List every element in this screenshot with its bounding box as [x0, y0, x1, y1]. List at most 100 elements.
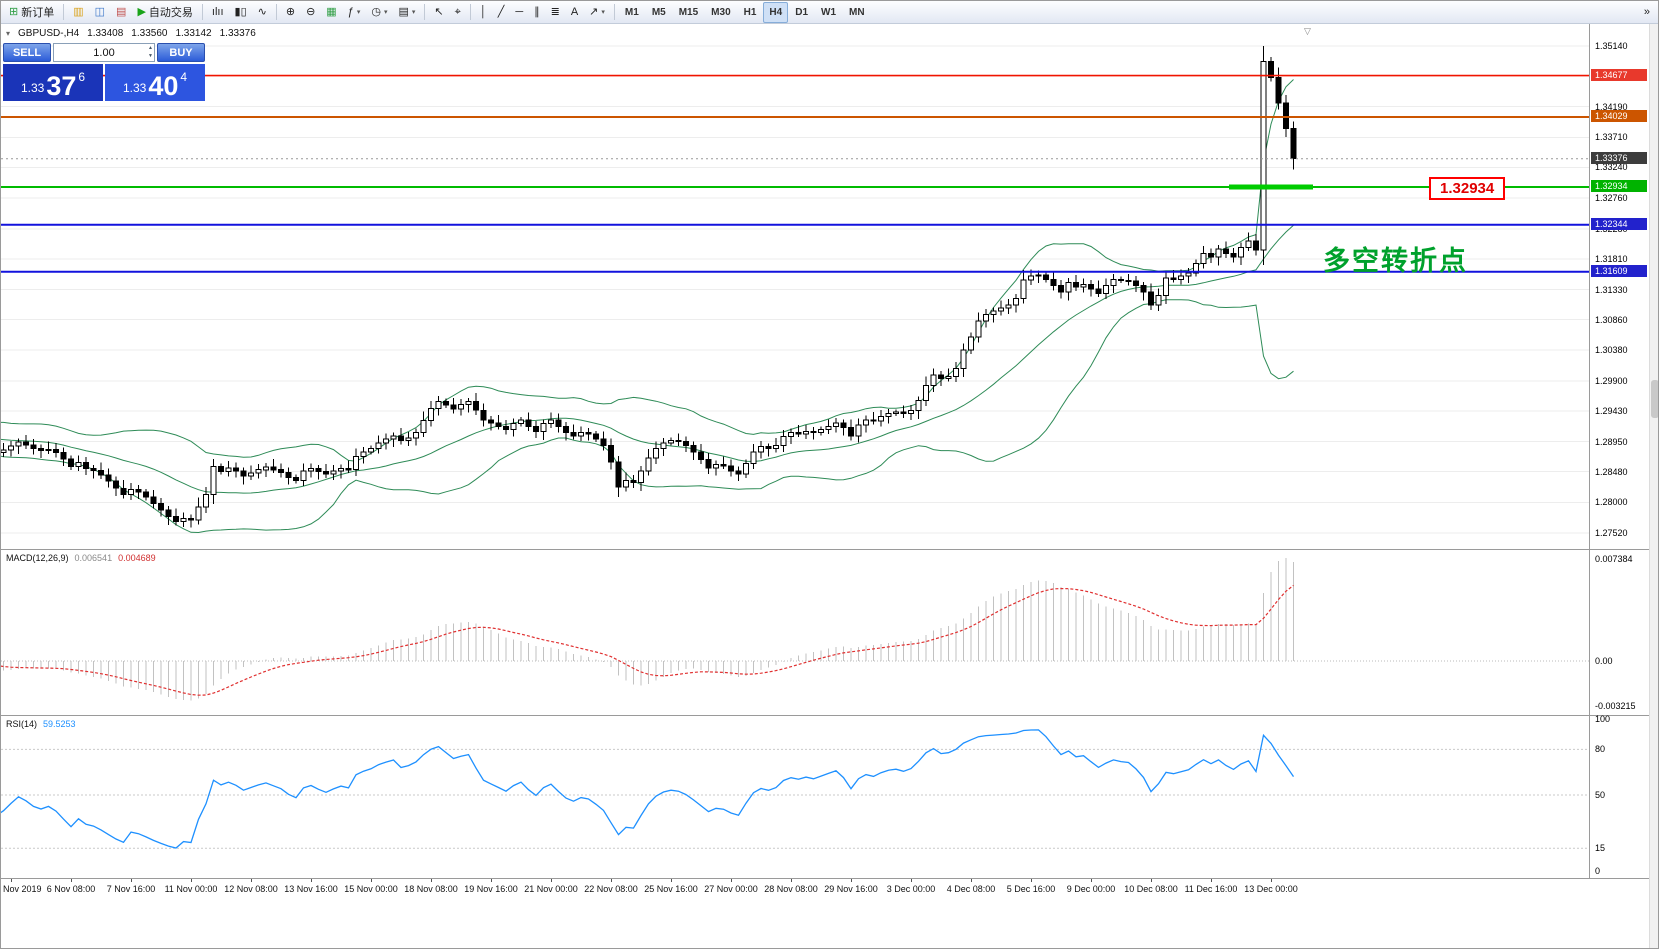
timeframe-mn-button[interactable]: MN: [843, 2, 871, 23]
vertical-line-icon: │: [479, 5, 487, 18]
time-axis-tick: [1211, 879, 1212, 882]
time-axis-label: 3 Dec 00:00: [886, 884, 936, 894]
timeframe-h4-button[interactable]: H4: [763, 1, 789, 23]
line-chart-icon: ∿: [257, 5, 267, 18]
cursor-button[interactable]: ↖: [429, 2, 448, 23]
price-level-flag[interactable]: 1.32934: [1429, 177, 1506, 200]
buy-price[interactable]: 1.33 40 4: [105, 64, 205, 101]
time-axis-tick: [131, 879, 132, 882]
sell-price[interactable]: 1.33 37 6: [3, 64, 103, 101]
fibonacci-retracement-button[interactable]: ≣: [546, 2, 565, 23]
volume-up-icon[interactable]: ▲: [148, 45, 153, 51]
scrollbar-thumb[interactable]: [1651, 380, 1658, 418]
market-watch-button[interactable]: ◫: [90, 2, 110, 23]
time-axis-label: 7 Nov 16:00: [106, 884, 156, 894]
charts-icon: ▥: [73, 5, 84, 18]
crosshair-button[interactable]: ⌖: [450, 2, 466, 23]
timeframe-m30-button-label: M30: [711, 6, 731, 18]
arrows-button[interactable]: ↗ ▾: [584, 2, 610, 23]
quick-trade-toggle-icon[interactable]: ▾: [6, 29, 11, 38]
time-axis-tick: [431, 879, 432, 882]
charts-button[interactable]: ▥: [68, 2, 88, 23]
time-axis-tick: [611, 879, 612, 882]
price-axis[interactable]: 1.351401.341901.337101.332401.327601.322…: [1591, 23, 1648, 879]
time-axis-tick: [1151, 879, 1152, 882]
rsi-axis-label: 50: [1595, 790, 1606, 800]
text-label-button[interactable]: A: [566, 2, 583, 23]
candlestick-chart-canvas[interactable]: [1, 24, 1589, 548]
horizontal-line-button[interactable]: ─: [510, 2, 528, 23]
toolbar-overflow-icon: »: [1643, 5, 1650, 18]
price-axis-label: 1.33710: [1595, 132, 1628, 143]
macd-axis-label: -0.003215: [1595, 700, 1636, 711]
caret-down-icon: ▾: [383, 9, 388, 16]
chart-shift-marker[interactable]: ▽: [1304, 26, 1311, 36]
indicators-button[interactable]: ƒ ▾: [343, 2, 366, 23]
time-axis-tick: [671, 879, 672, 882]
time-axis-tick: [911, 879, 912, 882]
zoom-out-button[interactable]: ⊖: [301, 2, 320, 23]
zoom-in-button[interactable]: ⊕: [281, 2, 300, 23]
equidistant-channel-button[interactable]: ∥: [529, 2, 545, 23]
new-order-button-label: 新订单: [21, 7, 55, 19]
timeframe-m30-button[interactable]: M30: [705, 2, 736, 23]
macd-panel[interactable]: [1, 550, 1589, 714]
time-axis-tick: [1031, 879, 1032, 882]
autotrading-button[interactable]: ▶ 自动交易: [132, 2, 197, 23]
new-order-button[interactable]: ⊞ 新订单: [4, 2, 59, 23]
time-axis-tick: [971, 879, 972, 882]
rsi-name: RSI(14): [6, 719, 38, 729]
trendline-button[interactable]: ╱: [493, 2, 510, 23]
price-axis-label: 1.34190: [1595, 101, 1628, 112]
time-axis[interactable]: Nov 2019 6 Nov 08:00 7 Nov 16:00 11 Nov 00:…: [1, 879, 1658, 899]
candlestick-chart-icon: ▮▯: [234, 5, 247, 18]
market-watch-icon: ◫: [94, 5, 106, 18]
candlestick-chart-button[interactable]: ▮▯: [230, 2, 252, 23]
autotrading-icon: ▶: [137, 5, 146, 18]
macd-canvas[interactable]: [1, 550, 1589, 714]
toolbar-separator: [613, 4, 615, 20]
timeframe-m15-button[interactable]: M15: [673, 2, 704, 23]
bars-chart-button[interactable]: ılıı: [207, 2, 229, 23]
rsi-panel[interactable]: [1, 716, 1589, 878]
line-price-tag: 1.31609: [1591, 264, 1647, 277]
line-chart-button[interactable]: ∿: [253, 2, 272, 23]
vertical-scrollbar[interactable]: [1649, 24, 1658, 948]
time-axis-tick: [251, 879, 252, 882]
main-chart[interactable]: [1, 24, 1589, 548]
rsi-divider[interactable]: [1, 715, 1649, 716]
volume-down-icon[interactable]: ▼: [148, 53, 153, 59]
vertical-line-button[interactable]: │: [475, 2, 492, 23]
sell-button[interactable]: SELL: [3, 43, 51, 62]
time-axis-label: Nov 2019: [3, 884, 42, 894]
periods-list-icon: ◷: [371, 5, 381, 18]
timeframe-m5-button[interactable]: M5: [646, 2, 672, 23]
timeframe-d1-button[interactable]: D1: [789, 2, 814, 23]
chart-grid-button[interactable]: ▦: [321, 2, 341, 23]
toolbar-overflow-button[interactable]: »: [1639, 2, 1655, 23]
arrows-icon: ↗: [589, 5, 599, 18]
rsi-canvas[interactable]: [1, 716, 1589, 878]
ohlc-close: 1.33376: [219, 28, 256, 39]
price-axis-label: 1.28950: [1595, 436, 1628, 447]
macd-divider[interactable]: [1, 549, 1649, 550]
time-axis-label: 28 Nov 08:00: [764, 884, 818, 894]
volume-input[interactable]: 1.00 ▲ ▼: [53, 43, 155, 62]
templates-button[interactable]: ▤ ▾: [393, 2, 420, 23]
timeframe-h4-button-label: H4: [769, 6, 783, 18]
timeframe-m5-button-label: M5: [651, 6, 666, 18]
templates-icon: ▤: [398, 5, 409, 18]
volume-stepper[interactable]: ▲ ▼: [148, 44, 153, 60]
time-axis-tick: [851, 879, 852, 882]
timeframe-h1-button[interactable]: H1: [738, 2, 763, 23]
timeframe-w1-button[interactable]: W1: [815, 2, 842, 23]
time-axis-label: 5 Dec 16:00: [1006, 884, 1056, 894]
macd-signal-value: 0.004689: [118, 553, 156, 563]
periods-list-button[interactable]: ◷ ▾: [366, 2, 392, 23]
price-axis-label: 1.31330: [1595, 284, 1628, 295]
timeframe-m1-button[interactable]: M1: [619, 2, 645, 23]
strategy-tester-button[interactable]: ▤: [111, 2, 131, 23]
buy-button[interactable]: BUY: [157, 43, 205, 62]
turning-point-note[interactable]: 多空转折点: [1323, 246, 1468, 276]
zoom-in-icon: ⊕: [285, 5, 296, 18]
